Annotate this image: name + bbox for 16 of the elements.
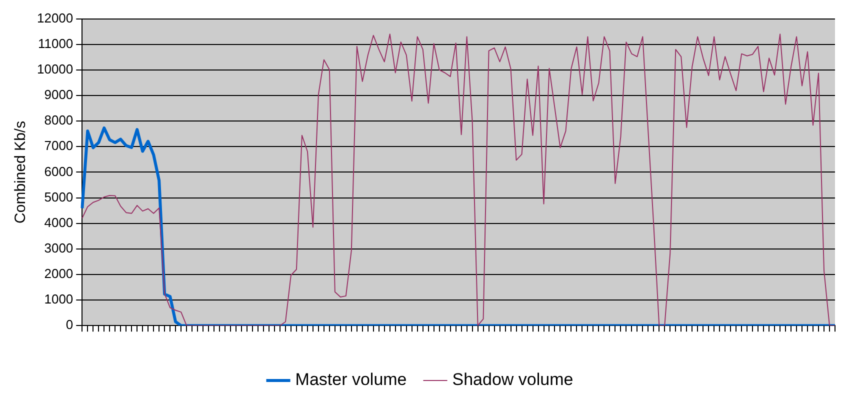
y-tick-label: 11000 — [38, 36, 74, 51]
y-tick-label: 4000 — [44, 214, 74, 230]
y-tick-label: 2000 — [44, 266, 74, 282]
y-tick-label: 12000 — [36, 10, 74, 26]
y-tick-label: 0 — [66, 317, 74, 332]
legend-label: Shadow volume — [452, 370, 574, 390]
y-tick-label: 9000 — [44, 87, 74, 102]
y-tick-label: 6000 — [44, 164, 74, 179]
y-tick-label: 1000 — [44, 292, 74, 307]
y-tick-label: 8000 — [44, 112, 74, 128]
y-tick-label: 10000 — [36, 62, 74, 77]
y-tick-label: 5000 — [44, 189, 74, 204]
y-tick-label: 7000 — [44, 138, 74, 154]
y-axis-title: Combined Kb/s — [12, 120, 30, 224]
legend-label: Master volume — [295, 370, 407, 390]
y-tick-label: 3000 — [44, 240, 74, 256]
